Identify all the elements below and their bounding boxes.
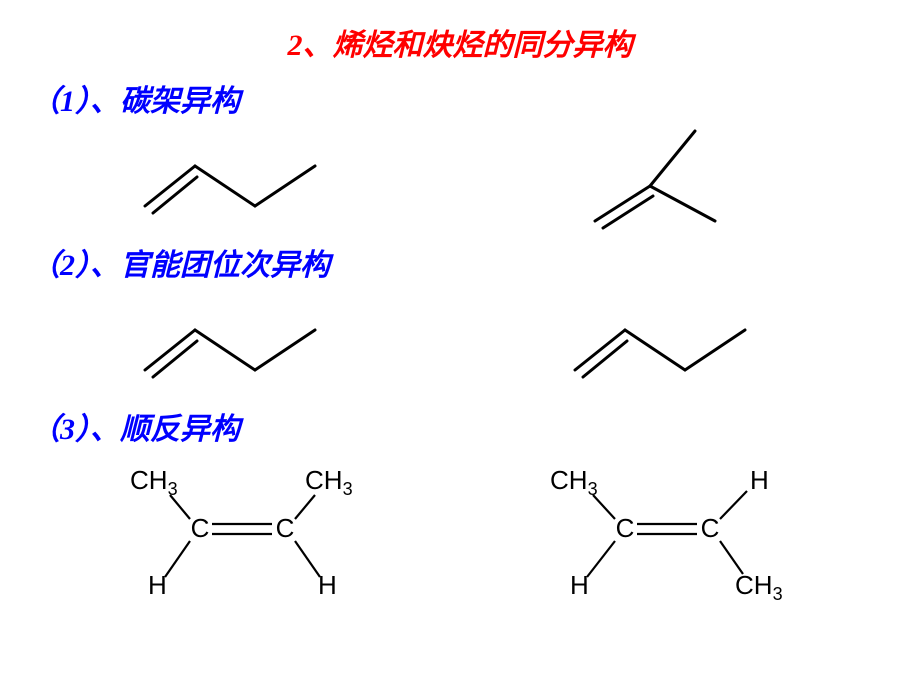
section-1-heading: （1）、碳架异构 [30,76,890,120]
atom-label: CH3 [550,465,598,499]
atom-label: H [148,570,167,600]
atom-label: CH3 [130,465,178,499]
section-2-diagrams [30,290,890,400]
page-title: 2、烯烃和炔烃的同分异构 [30,20,890,64]
atom-label: CH3 [305,465,353,499]
atom-label: C [701,513,720,543]
atom-label: H [318,570,337,600]
structure-cis-2-butene: CH3 CH3 C C H H [30,459,460,609]
atom-label: CH3 [735,570,783,604]
structure-trans-2-butene: CH3 H C C H CH3 [460,459,890,609]
section-3-diagrams: CH3 CH3 C C H H CH3 H C C H CH3 [30,454,890,614]
structure-1-butene-a [30,305,460,385]
section-1-diagrams [30,126,890,236]
structure-isobutylene [460,126,890,236]
atom-label: C [616,513,635,543]
atom-label: C [276,513,295,543]
atom-label: C [191,513,210,543]
structure-1-butene-b [460,305,890,385]
structure-1-butene-linear [30,141,460,221]
atom-label: H [750,465,769,495]
atom-label: H [570,570,589,600]
section-3-heading: （3）、顺反异构 [30,404,890,448]
section-2-heading: （2）、官能团位次异构 [30,240,890,284]
